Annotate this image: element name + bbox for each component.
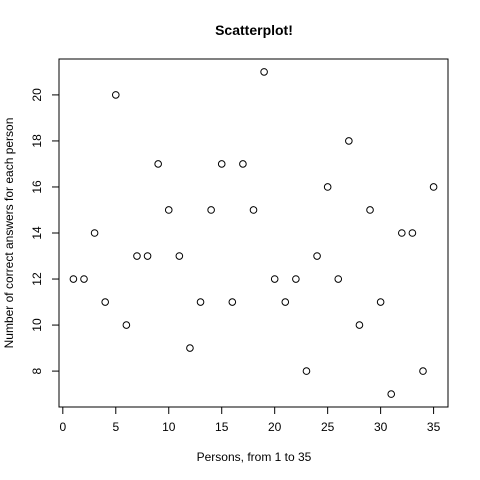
- x-tick-label: 30: [374, 420, 388, 434]
- point: [186, 344, 194, 352]
- point: [281, 298, 290, 306]
- point: [323, 183, 332, 191]
- point: [387, 390, 396, 398]
- y-tick-label: 8: [30, 367, 44, 374]
- point: [302, 367, 311, 375]
- point: [260, 68, 268, 76]
- point: [196, 298, 205, 306]
- y-tick-label: 18: [30, 134, 44, 148]
- point: [398, 229, 406, 237]
- point: [376, 298, 385, 306]
- point: [122, 321, 131, 329]
- x-tick-label: 0: [59, 420, 66, 434]
- point: [164, 206, 173, 214]
- point: [345, 137, 353, 145]
- x-tick-label: 5: [112, 420, 119, 434]
- point: [239, 160, 247, 168]
- point: [111, 91, 120, 99]
- y-tick-label: 10: [30, 318, 44, 332]
- point: [133, 252, 141, 260]
- y-tick-label: 14: [30, 226, 44, 240]
- x-tick-label: 35: [427, 420, 441, 434]
- point: [366, 206, 374, 214]
- x-tick-label: 25: [321, 420, 335, 434]
- point: [419, 367, 427, 375]
- point: [207, 206, 215, 214]
- y-tick-label: 12: [30, 272, 44, 286]
- x-tick-label: 15: [215, 420, 229, 434]
- point: [429, 183, 438, 191]
- point: [154, 160, 162, 168]
- point: [334, 275, 343, 283]
- point: [355, 321, 364, 329]
- y-axis-label: Number of correct answers for each perso…: [2, 118, 16, 349]
- point: [270, 275, 279, 283]
- point: [408, 229, 417, 237]
- point: [249, 206, 258, 214]
- point: [101, 298, 109, 306]
- point: [69, 275, 78, 283]
- point: [228, 298, 237, 306]
- point: [80, 275, 88, 283]
- y-tick-label: 20: [30, 88, 44, 102]
- y-tick-label: 16: [30, 180, 44, 194]
- point: [313, 252, 321, 260]
- x-tick-label: 20: [268, 420, 282, 434]
- x-axis-label: Persons, from 1 to 35: [197, 450, 312, 464]
- chart-title: Scatterplot!: [215, 22, 293, 38]
- point: [175, 252, 184, 260]
- point: [90, 229, 99, 237]
- point: [217, 160, 226, 168]
- point: [292, 275, 300, 283]
- point: [143, 252, 152, 260]
- x-tick-label: 10: [162, 420, 176, 434]
